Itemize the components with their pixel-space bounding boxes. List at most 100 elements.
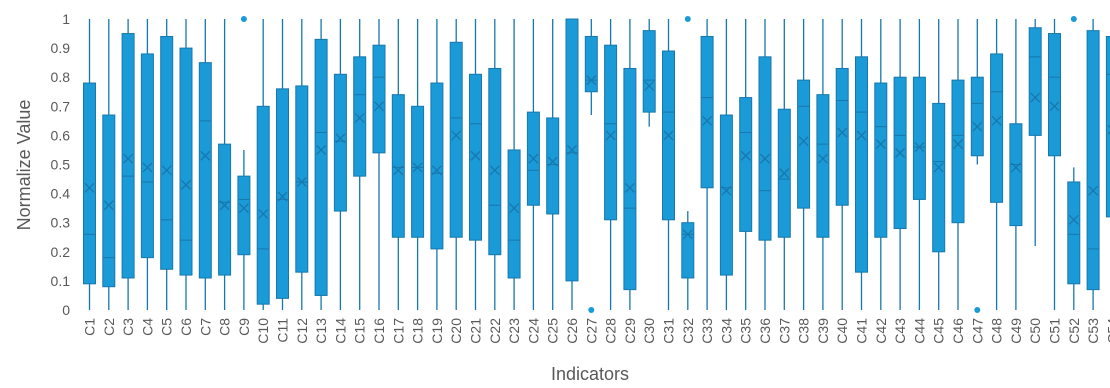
x-tick-label: C8	[217, 318, 233, 336]
x-tick-label: C22	[487, 318, 503, 344]
box-c3	[121, 19, 135, 310]
box-body	[276, 88, 289, 299]
box-c39	[816, 19, 830, 310]
x-tick-label: C3	[120, 318, 136, 336]
mean-marker	[277, 191, 288, 202]
box-c31	[662, 19, 675, 310]
box-c22	[488, 19, 502, 310]
mean-marker-stroke	[605, 130, 616, 141]
mean-marker	[895, 147, 906, 158]
x-tick-label: C6	[178, 318, 194, 336]
box-c51	[1048, 19, 1061, 310]
box-c11	[276, 19, 289, 310]
x-tick-label: C23	[506, 318, 522, 344]
x-tick-label: C37	[776, 318, 792, 344]
box-c2	[102, 19, 116, 310]
box-c4	[140, 19, 154, 310]
mean-marker-stroke	[817, 153, 828, 164]
mean-marker	[702, 115, 713, 126]
box-body	[951, 79, 965, 224]
mean-marker	[586, 75, 597, 86]
mean-marker-stroke	[181, 179, 191, 190]
mean-marker	[567, 144, 577, 155]
mean-marker	[682, 229, 693, 240]
x-tick-label: C10	[255, 318, 271, 344]
mean-marker	[335, 133, 346, 144]
mean-marker	[431, 165, 442, 176]
mean-marker-stroke	[84, 182, 95, 193]
mean-marker	[663, 130, 674, 141]
x-tick-label: C43	[892, 318, 908, 344]
outlier-point	[240, 16, 247, 22]
y-tick-label: 0.6	[51, 127, 71, 143]
x-tick-label: C44	[911, 318, 927, 344]
x-tick-label: C16	[371, 318, 387, 344]
box-c15	[353, 19, 367, 310]
x-tick-label: C5	[159, 318, 175, 336]
x-tick-label: C28	[603, 318, 619, 344]
mean-marker-stroke	[258, 209, 269, 219]
mean-marker-stroke	[219, 200, 230, 211]
box-body	[353, 56, 367, 177]
box-body	[739, 97, 753, 232]
box-body	[623, 67, 637, 291]
x-tick-label: C52	[1066, 318, 1082, 344]
box-c50	[1028, 19, 1042, 246]
mean-marker-stroke	[412, 162, 423, 173]
mean-marker	[1107, 124, 1110, 135]
x-tick-label: C48	[989, 318, 1005, 344]
mean-marker	[123, 153, 134, 164]
box-body	[855, 56, 868, 273]
mean-marker-stroke	[721, 185, 732, 196]
mean-marker	[779, 168, 790, 179]
mean-marker-stroke	[779, 168, 790, 179]
mean-marker-stroke	[972, 121, 983, 132]
box-c29	[623, 19, 637, 310]
mean-marker-stroke	[374, 101, 384, 112]
mean-marker-stroke	[296, 177, 307, 187]
mean-marker	[856, 130, 867, 141]
outlier-point	[588, 307, 595, 313]
box-body	[874, 82, 888, 238]
box-c46	[951, 19, 965, 310]
box-c42	[874, 19, 888, 310]
x-tick-label: C25	[545, 318, 561, 344]
y-axis-title: Normalize Value	[14, 100, 34, 231]
mean-marker-stroke	[489, 165, 500, 176]
box-c44	[912, 19, 926, 310]
mean-marker-stroke	[1088, 185, 1099, 196]
mean-marker-stroke	[740, 150, 751, 161]
x-tick-label: C39	[815, 318, 831, 344]
x-tick-label: C11	[275, 318, 291, 343]
mean-marker	[953, 139, 963, 150]
x-tick-label: C45	[931, 318, 947, 344]
box-body	[218, 143, 232, 276]
x-axis-ticks: C1 C2 C3 C4 C5 C6 C7 C8 C9 C10 C11 C12 C13 C14 C15 C16 C…	[82, 318, 1110, 344]
y-tick-label: 0	[62, 302, 70, 318]
x-tick-label: C32	[680, 318, 696, 344]
x-tick-label: C33	[699, 318, 715, 344]
box-c37	[777, 19, 791, 310]
mean-marker	[1049, 101, 1060, 112]
mean-marker-stroke	[837, 127, 848, 138]
mean-marker	[238, 203, 249, 214]
mean-marker	[817, 153, 828, 164]
box-body	[469, 73, 482, 241]
mean-marker	[1088, 185, 1099, 196]
mean-marker-stroke	[161, 165, 172, 176]
x-tick-label: C46	[950, 318, 966, 344]
mean-marker	[374, 101, 384, 112]
outlier-point	[684, 16, 691, 22]
box-c34	[719, 19, 733, 310]
mean-marker	[258, 209, 269, 219]
box-body	[1009, 123, 1023, 227]
box-body	[314, 38, 328, 296]
x-tick-label: C18	[410, 318, 426, 344]
box-body	[1086, 30, 1100, 291]
box-body	[83, 82, 96, 285]
x-tick-label: C41	[854, 318, 870, 344]
box-body	[604, 44, 618, 221]
mean-marker	[837, 127, 848, 138]
box-c12	[295, 19, 309, 310]
mean-marker	[451, 130, 462, 141]
